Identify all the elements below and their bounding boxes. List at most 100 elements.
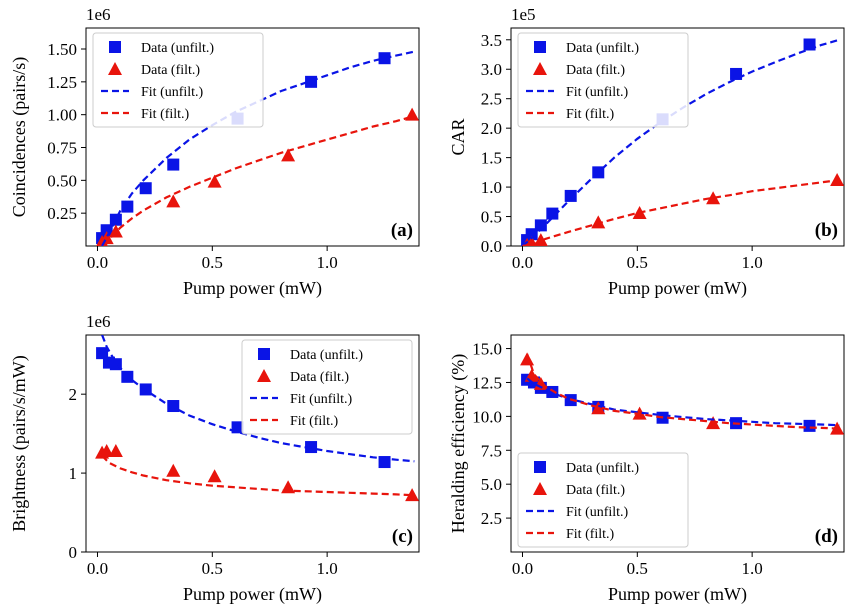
- panel-b: 0.0 0.5 1.0 0.0 0.5 1.0 1.5 2.0 2.5 3.0 3.5 Pump po…: [448, 5, 845, 299]
- data-point-filtered: [591, 401, 606, 415]
- data-point-unfiltered: [534, 219, 547, 232]
- x-tick-label: 0.5: [627, 253, 648, 272]
- data-point-filtered: [166, 194, 181, 208]
- panel-tag: (c): [392, 526, 413, 547]
- legend-marker-square: [534, 41, 546, 53]
- legend-label: Data (filt.): [290, 370, 349, 385]
- legend-box: [517, 452, 689, 548]
- panel-tag: (a): [391, 220, 413, 241]
- legend-label: Fit (unfilt.): [566, 85, 629, 100]
- data-point-unfiltered: [803, 419, 816, 432]
- fit-line-unfiltered: [101, 335, 415, 463]
- x-tick-label: 0.0: [512, 559, 533, 578]
- data-point-filtered: [405, 488, 419, 502]
- data-point-unfiltered: [139, 182, 152, 195]
- y-axis-label: Heralding efficiency (%): [448, 354, 469, 534]
- legend-label: Fit (unfilt.): [566, 505, 629, 520]
- legend-box: [517, 32, 689, 128]
- plot-area: [520, 352, 844, 435]
- y-tick-label: 2.5: [481, 90, 502, 109]
- data-point-filtered: [99, 443, 114, 457]
- x-tick-label: 0.5: [202, 559, 223, 578]
- panel-d: 0.0 0.5 1.0 2.5 5.0 7.5 10.0 12.5 15.0 Pump power…: [448, 334, 845, 605]
- y-tick-label: 0: [69, 543, 78, 562]
- legend-label: Data (filt.): [566, 63, 625, 78]
- data-point-unfiltered: [305, 441, 318, 454]
- data-point-unfiltered: [167, 158, 180, 171]
- legend-label: Fit (filt.): [290, 414, 339, 429]
- data-point-filtered: [99, 231, 114, 245]
- axes-frame: [85, 27, 420, 247]
- data-point-filtered: [166, 463, 181, 477]
- x-tick-label: 0.0: [87, 253, 108, 272]
- y-tick-label: 12.5: [472, 373, 502, 392]
- y-tick-label: 1: [69, 464, 78, 483]
- x-tick-label: 1.0: [742, 253, 763, 272]
- y-tick-label: 1.50: [47, 40, 77, 59]
- y-axis-label: Brightness (pairs/s/mW): [9, 355, 30, 531]
- plot-area: [95, 335, 419, 502]
- legend-marker-triangle: [257, 369, 271, 382]
- legend-marker-square: [258, 348, 270, 360]
- legend-label: Fit (filt.): [566, 527, 615, 542]
- legend-marker-triangle: [533, 62, 547, 75]
- legend-label: Fit (unfilt.): [141, 85, 204, 100]
- x-axis-label: Pump power (mW): [183, 278, 322, 299]
- legend-label: Data (unfilt.): [566, 41, 639, 56]
- data-point-filtered: [520, 352, 535, 366]
- legend-marker-triangle: [108, 62, 122, 75]
- fit-line-filtered: [522, 178, 840, 246]
- x-axis-label: Pump power (mW): [608, 584, 747, 605]
- fit-line-filtered: [526, 353, 840, 430]
- data-point-unfiltered: [525, 228, 538, 241]
- axes-frame: [510, 334, 845, 553]
- fit-line-filtered: [103, 114, 415, 246]
- y-axis-label: Coincidences (pairs/s): [9, 57, 30, 217]
- legend-box: [92, 32, 264, 128]
- legend: Data (unfilt.) Data (filt.) Fit (unfilt.) F…: [517, 32, 689, 128]
- axes-frame: [510, 27, 845, 247]
- y-tick-label: 3.5: [481, 31, 502, 50]
- y-tick-label: 15.0: [472, 340, 502, 359]
- axis-exponent-label: 1e5: [511, 5, 536, 24]
- data-point-unfiltered: [121, 200, 134, 213]
- data-point-unfiltered: [96, 347, 109, 360]
- x-tick-label: 1.0: [317, 559, 338, 578]
- legend: Data (unfilt.) Data (filt.) Fit (unfilt.) F…: [241, 339, 413, 435]
- panel-a: 0.0 0.5 1.0 0.25 0.50 0.75 1.00 1.25 1.50 Pump po…: [9, 5, 420, 299]
- legend-label: Data (unfilt.): [566, 461, 639, 476]
- y-tick-label: 7.5: [481, 441, 502, 460]
- legend: Data (unfilt.) Data (filt.) Fit (unfilt.) F…: [92, 32, 264, 128]
- axis-exponent-label: 1e6: [86, 312, 111, 331]
- y-tick-label: 1.00: [47, 106, 77, 125]
- x-axis-label: Pump power (mW): [183, 584, 322, 605]
- y-tick-label: 0.0: [481, 237, 502, 256]
- legend-label: Fit (filt.): [141, 107, 190, 122]
- legend-box: [241, 339, 413, 435]
- fit-line-filtered: [101, 454, 415, 497]
- x-tick-label: 1.0: [317, 253, 338, 272]
- data-point-unfiltered: [546, 207, 559, 220]
- legend-marker-triangle: [533, 482, 547, 495]
- x-tick-label: 0.5: [627, 559, 648, 578]
- y-tick-label: 0.25: [47, 204, 77, 223]
- y-tick-label: 0.75: [47, 139, 77, 158]
- data-point-unfiltered: [109, 213, 122, 226]
- y-tick-label: 3.0: [481, 60, 502, 79]
- data-point-filtered: [108, 224, 123, 238]
- legend-label: Fit (unfilt.): [290, 392, 353, 407]
- y-tick-label: 0.50: [47, 171, 77, 190]
- data-point-filtered: [281, 148, 296, 162]
- panel-tag: (d): [815, 526, 838, 547]
- data-point-filtered: [108, 443, 123, 457]
- y-tick-label: 5.0: [481, 475, 502, 494]
- legend-marker-square: [109, 41, 121, 53]
- data-point-filtered: [207, 174, 222, 188]
- panel-tag: (b): [815, 220, 838, 241]
- data-point-unfiltered: [564, 189, 577, 202]
- legend-marker-square: [534, 461, 546, 473]
- y-tick-label: 10.0: [472, 407, 502, 426]
- y-tick-label: 0.5: [481, 208, 502, 227]
- data-point-filtered: [591, 215, 606, 229]
